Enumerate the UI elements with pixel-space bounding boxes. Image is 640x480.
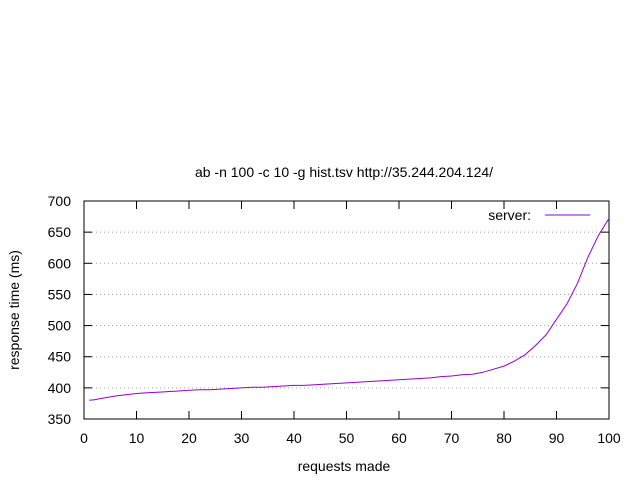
x-tick-label: 100 [597,430,621,446]
legend-label: server: [488,207,531,223]
y-tick-label: 650 [48,224,72,240]
x-tick-label: 20 [181,430,197,446]
chart-title: ab -n 100 -c 10 -g hist.tsv http://35.24… [195,164,493,180]
y-tick-label: 400 [48,380,72,396]
x-axis-title: requests made [298,458,391,474]
x-tick-label: 40 [286,430,302,446]
y-tick-label: 700 [48,193,72,209]
y-axis-title: response time (ms) [6,250,22,370]
x-tick-label: 0 [80,430,88,446]
y-tick-label: 500 [48,318,72,334]
y-tick-label: 550 [48,286,72,302]
x-axis: 0 10 20 30 40 50 60 70 80 90 100 [80,201,621,446]
x-tick-label: 30 [234,430,250,446]
y-tick-label: 450 [48,349,72,365]
x-tick-label: 10 [129,430,145,446]
x-tick-label: 60 [391,430,407,446]
y-axis: 350 400 450 500 550 600 650 700 [48,193,609,427]
x-tick-label: 70 [444,430,460,446]
x-tick-label: 80 [496,430,512,446]
series-layer [89,218,610,401]
x-tick-label: 90 [549,430,565,446]
y-tick-label: 600 [48,255,72,271]
y-tick-label: 350 [48,411,72,427]
legend: server: [488,207,590,223]
series-line [89,218,610,401]
x-tick-label: 50 [339,430,355,446]
